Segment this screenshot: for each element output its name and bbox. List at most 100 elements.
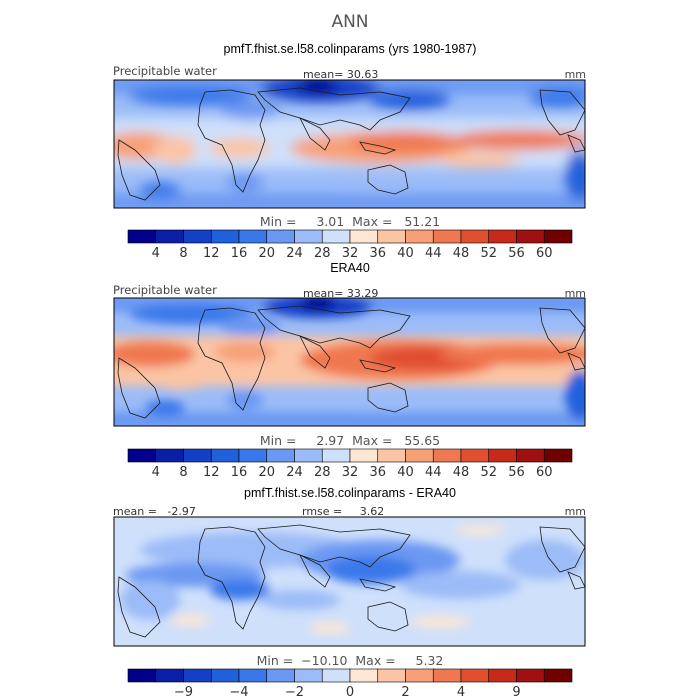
- map-frame: [113, 297, 586, 427]
- colorbar-tick-label: 48: [453, 246, 470, 261]
- mean-label: mean = -2.97: [113, 505, 196, 518]
- colorbar-swatch: [432, 668, 462, 683]
- colorbar-swatch: [238, 668, 268, 683]
- colorbar-swatch: [349, 448, 379, 463]
- colorbar-swatch: [405, 448, 434, 463]
- figure-title: ANN: [331, 12, 368, 32]
- colorbar-tick-label: 44: [425, 246, 442, 261]
- colorbar-tick-label: 20: [258, 465, 275, 480]
- colorbar-tick-label: 52: [480, 246, 497, 261]
- colorbar-swatch: [183, 229, 212, 244]
- colorbar-swatch: [377, 229, 406, 244]
- colorbar-tick-label: 16: [231, 465, 248, 480]
- colorbar-swatch: [321, 229, 351, 244]
- colorbar-swatch: [460, 448, 490, 463]
- colorbar-tick-label: 4: [152, 465, 160, 480]
- colorbar-swatch: [377, 448, 406, 463]
- mean-label: mean= 33.29: [303, 287, 378, 300]
- colorbar-swatch: [238, 448, 268, 463]
- colorbar-swatch: [488, 448, 517, 463]
- coastlines: [117, 87, 585, 201]
- panel-diff: pmfT.fhist.se.l58.colinparams - ERA40 me…: [113, 486, 586, 700]
- colorbar-tick-label: 24: [286, 465, 303, 480]
- panel-obs: ERA40 Precipitable water mean= 33.29 mm: [113, 261, 586, 480]
- colorbar-tick-label: 4: [457, 685, 465, 700]
- colorbar-swatch: [488, 668, 517, 683]
- colorbar-tick-label: 52: [480, 465, 497, 480]
- colorbar-swatch: [127, 229, 157, 244]
- colorbar-tick-label: 8: [179, 246, 187, 261]
- colorbar-swatch: [460, 668, 490, 683]
- colorbar-tick-label: 8: [179, 465, 187, 480]
- colorbar-swatch: [210, 668, 240, 683]
- colorbar-swatch: [155, 668, 184, 683]
- colorbar-swatch: [321, 668, 351, 683]
- colorbar-swatch: [266, 668, 295, 683]
- colorbar-tick-label: 24: [286, 246, 303, 261]
- colorbar-tick-label: 9: [512, 685, 520, 700]
- variable-label: Precipitable water: [113, 283, 217, 297]
- colorbar-swatch: [127, 448, 157, 463]
- colorbar-tick-label: 56: [508, 465, 525, 480]
- colorbar-swatch: [405, 668, 434, 683]
- colorbar-tick-label: 60: [536, 465, 553, 480]
- colorbar-tick-label: 16: [231, 246, 248, 261]
- colorbar-swatch: [488, 229, 517, 244]
- colorbar-swatch: [460, 229, 490, 244]
- mean-label: mean= 30.63: [303, 68, 378, 81]
- colorbar-swatch: [294, 668, 323, 683]
- map-field: [114, 80, 585, 208]
- colorbar-tick-label: 40: [397, 246, 414, 261]
- colorbar-tick-label: −9: [174, 685, 193, 700]
- colorbar-tick-label: 28: [314, 465, 331, 480]
- map-field: [114, 517, 585, 646]
- colorbar-swatch: [432, 229, 462, 244]
- colorbar-swatch: [210, 448, 240, 463]
- colorbar-tick-label: 40: [397, 465, 414, 480]
- colorbar-tick-label: 4: [152, 246, 160, 261]
- colorbar-tick-label: 0: [346, 685, 354, 700]
- colorbar-tick-label: 20: [258, 246, 275, 261]
- colorbar-swatch: [210, 229, 240, 244]
- colorbar-swatch: [155, 448, 184, 463]
- colorbar-swatch: [432, 448, 462, 463]
- colorbar-swatch: [155, 229, 184, 244]
- colorbar-swatch: [543, 448, 573, 463]
- colorbar-swatch: [183, 668, 212, 683]
- units-label: mm: [565, 287, 586, 300]
- colorbar-tick-label: 36: [369, 246, 386, 261]
- colorbar-swatch: [543, 229, 573, 244]
- colorbar-swatch: [516, 448, 545, 463]
- colorbar-swatch: [183, 448, 212, 463]
- colorbar-swatch: [266, 448, 295, 463]
- panel-title: ERA40: [330, 261, 370, 275]
- colorbar-tick-label: 48: [453, 465, 470, 480]
- colorbar-swatch: [294, 448, 323, 463]
- colorbar-tick-label: 36: [369, 465, 386, 480]
- colorbar-swatch: [238, 229, 268, 244]
- colorbar-tick-label: −2: [285, 685, 304, 700]
- colorbar-tick-label: 60: [536, 246, 553, 261]
- map-frame: [113, 79, 586, 209]
- colorbar-swatch: [266, 229, 295, 244]
- panel-title: pmfT.fhist.se.l58.colinparams (yrs 1980-…: [224, 42, 477, 56]
- colorbar-swatch: [127, 668, 157, 683]
- colorbar-swatch: [516, 668, 545, 683]
- colorbar-swatch: [349, 668, 379, 683]
- map-field: [114, 298, 585, 426]
- map-frame: [113, 516, 586, 647]
- panel-model: pmfT.fhist.se.l58.colinparams (yrs 1980-…: [113, 42, 586, 261]
- min-max-label: Min = 3.01 Max = 51.21: [260, 214, 440, 229]
- colorbar: 4 8 12 16 20 24 28 32 36 40 44 48 52 56 60: [127, 229, 573, 261]
- colorbar-tick-label: 2: [401, 685, 409, 700]
- units-label: mm: [565, 68, 586, 81]
- min-max-label: Min = 2.97 Max = 55.65: [260, 433, 440, 448]
- colorbar-tick-label: 44: [425, 465, 442, 480]
- colorbar-swatch: [294, 229, 323, 244]
- units-label: mm: [565, 505, 586, 518]
- colorbar-tick-label: 12: [203, 465, 220, 480]
- variable-label: Precipitable water: [113, 64, 217, 78]
- min-max-label: Min = −10.10 Max = 5.32: [257, 653, 444, 668]
- colorbar-swatch: [405, 229, 434, 244]
